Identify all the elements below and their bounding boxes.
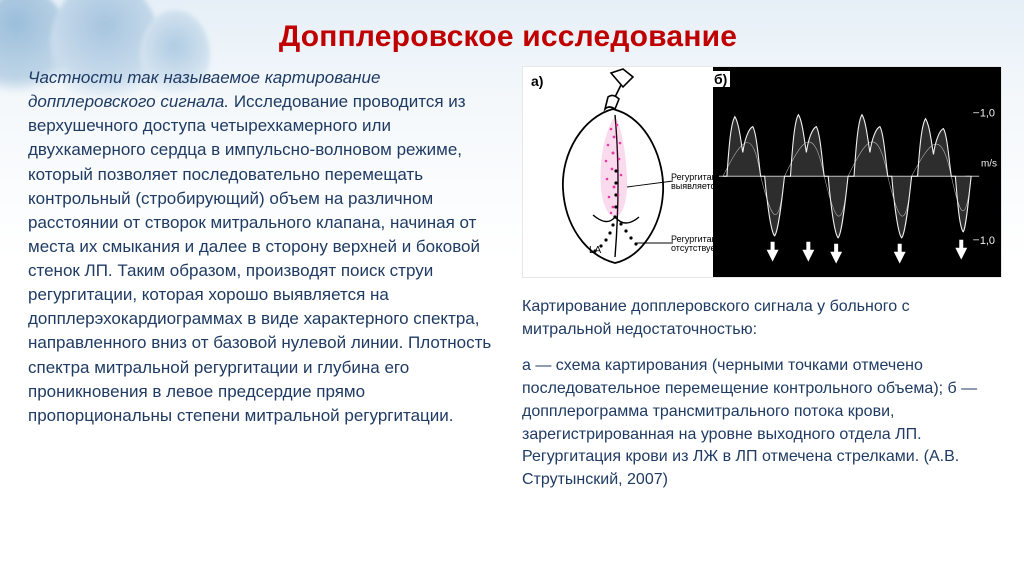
slide: Допплеровское исследование Частности так… [0, 0, 1024, 574]
caption-intro: Картирование допплеровского сигнала у бо… [522, 296, 1002, 341]
figure-panel-b: б) 1,0 1,0 m/s [713, 67, 1001, 277]
panel-a-label: а) [531, 73, 543, 89]
doppler-spectrum-svg: 1,0 1,0 m/s [713, 67, 1001, 277]
body-rest: Исследование проводится из верхушечного … [28, 92, 491, 425]
doppler-figure: а) [522, 66, 1002, 278]
axis-tick-upper: 1,0 [980, 108, 995, 120]
figure-panel-a: а) [523, 67, 713, 277]
panel-b-label: б) [713, 71, 730, 87]
right-column: а) [522, 66, 1002, 492]
content-columns: Частности так называемое картирование до… [28, 66, 988, 492]
axis-tick-lower: 1,0 [980, 235, 995, 247]
body-text-left: Частности так называемое картирование до… [28, 66, 496, 428]
figure-caption: Картирование допплеровского сигнала у бо… [522, 296, 1002, 492]
caption-body: а — схема картирования (черными точками … [522, 355, 1002, 491]
axis-unit: m/s [981, 158, 997, 169]
slide-title: Допплеровское исследование [28, 20, 988, 54]
